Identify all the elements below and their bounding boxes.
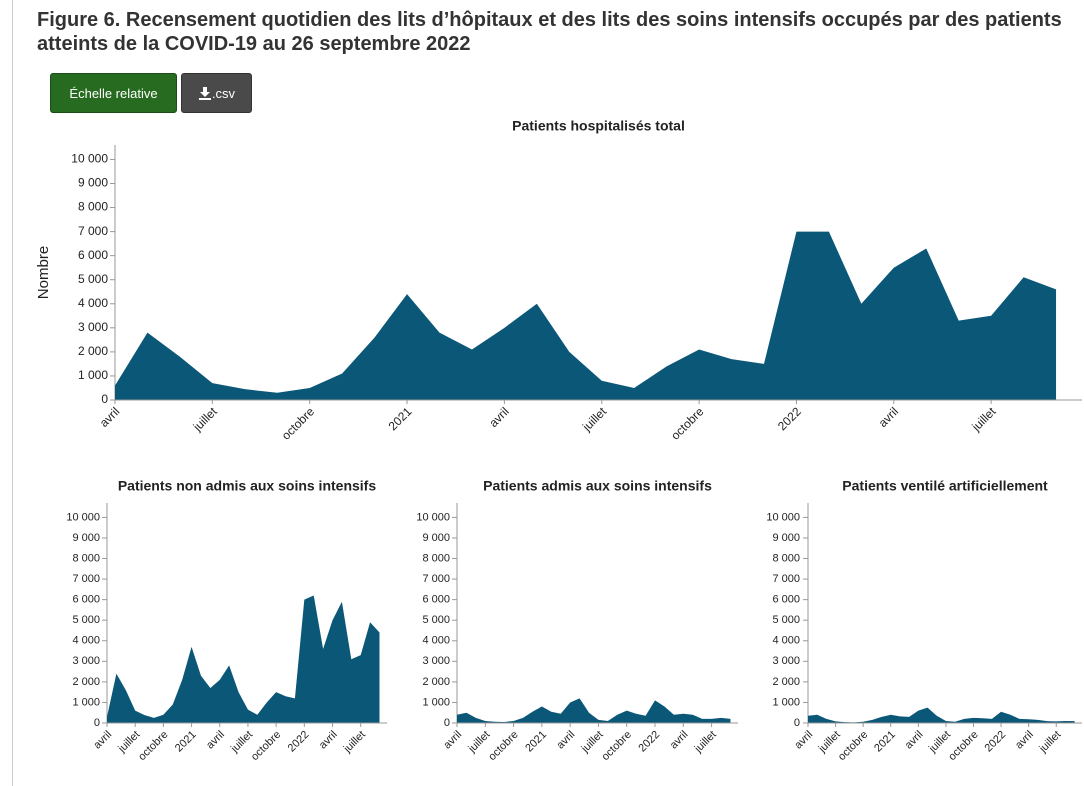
area	[457, 698, 731, 723]
y-tick-label: 8 000	[78, 200, 108, 214]
x-tick-label: octobre	[836, 729, 870, 763]
x-tick-label: octobre	[249, 729, 283, 763]
x-tick-label: octobre	[946, 729, 980, 763]
chart-title: Patients hospitalisés total	[512, 118, 685, 134]
y-tick-label: 2 000	[72, 676, 100, 688]
area	[808, 707, 1075, 723]
csv-label: .csv	[211, 86, 236, 101]
x-tick-label: juillet	[341, 729, 368, 756]
x-tick-label: octobre	[668, 404, 706, 442]
y-tick-label: 5 000	[422, 614, 450, 626]
x-tick-label: octobre	[599, 729, 633, 763]
x-tick-label: avril	[486, 404, 511, 429]
chart-title: Patients admis aux soins intensifs	[483, 478, 712, 494]
y-tick-label: 9 000	[72, 532, 100, 544]
y-tick-label: 0	[794, 717, 800, 729]
y-tick-label: 0	[101, 392, 108, 406]
x-tick-label: octobre	[486, 729, 520, 763]
y-tick-label: 0	[444, 717, 450, 729]
y-tick-label: 10 000	[71, 152, 108, 166]
x-tick-label: juillet	[969, 404, 999, 434]
y-tick-label: 1 000	[72, 696, 100, 708]
y-tick-label: 2 000	[78, 344, 108, 358]
y-tick-label: 6 000	[772, 594, 800, 606]
y-tick-label: 8 000	[72, 552, 100, 564]
y-tick-label: 7 000	[422, 573, 450, 585]
download-icon	[198, 87, 211, 100]
y-tick-label: 3 000	[422, 655, 450, 667]
y-tick-label: 5 000	[72, 614, 100, 626]
y-tick-label: 6 000	[78, 248, 108, 262]
x-tick-label: 2022	[982, 729, 1008, 755]
y-tick-label: 8 000	[772, 552, 800, 564]
x-tick-label: avril	[903, 729, 926, 752]
y-tick-label: 10 000	[66, 511, 100, 523]
x-tick-label: juillet	[579, 404, 609, 434]
x-tick-label: juillet	[190, 404, 220, 434]
x-tick-label: 2022	[286, 729, 312, 755]
x-tick-label: octobre	[279, 404, 317, 442]
x-tick-label: 2021	[523, 729, 549, 755]
relative-scale-button[interactable]: Échelle relative	[50, 73, 177, 113]
x-tick-label: avril	[668, 729, 691, 752]
y-tick-label: 6 000	[422, 594, 450, 606]
x-tick-label: 2022	[775, 404, 804, 433]
csv-button[interactable]: .csv	[181, 73, 252, 113]
y-tick-label: 6 000	[72, 594, 100, 606]
x-tick-label: avril	[555, 729, 578, 752]
y-tick-label: 0	[94, 717, 100, 729]
x-tick-label: avril	[792, 729, 815, 752]
x-tick-label: juillet	[1037, 729, 1064, 756]
area	[107, 595, 380, 723]
y-tick-label: 10 000	[416, 511, 450, 523]
y-tick-label: 8 000	[422, 552, 450, 564]
x-tick-label: avril	[97, 404, 122, 429]
figure-title: Figure 6. Recensement quotidien des lits…	[37, 9, 1062, 55]
x-tick-label: avril	[91, 729, 114, 752]
y-axis-label: Nombre	[35, 246, 52, 299]
y-tick-label: 3 000	[78, 320, 108, 334]
y-tick-label: 10 000	[766, 511, 800, 523]
y-tick-label: 2 000	[422, 676, 450, 688]
x-tick-label: 2021	[173, 729, 199, 755]
x-tick-label: 2021	[386, 404, 415, 433]
chart-title: Patients non admis aux soins intensifs	[118, 478, 376, 494]
y-tick-label: 7 000	[772, 573, 800, 585]
y-tick-label: 7 000	[72, 573, 100, 585]
chart-title: Patients ventilé artificiellement	[842, 478, 1048, 494]
x-tick-label: avril	[1013, 729, 1036, 752]
y-tick-label: 4 000	[772, 635, 800, 647]
y-tick-label: 4 000	[72, 635, 100, 647]
y-tick-label: 5 000	[78, 272, 108, 286]
y-tick-label: 1 000	[78, 368, 108, 382]
y-tick-label: 4 000	[78, 296, 108, 310]
x-tick-label: juillet	[692, 729, 719, 756]
y-tick-label: 7 000	[78, 224, 108, 238]
y-tick-label: 9 000	[422, 532, 450, 544]
y-tick-label: 4 000	[422, 635, 450, 647]
y-tick-label: 5 000	[772, 614, 800, 626]
x-tick-label: octobre	[136, 729, 170, 763]
x-tick-label: avril	[317, 729, 340, 752]
x-tick-label: 2021	[872, 729, 898, 755]
y-tick-label: 2 000	[772, 676, 800, 688]
y-tick-label: 3 000	[772, 655, 800, 667]
area	[115, 231, 1057, 400]
x-tick-label: avril	[876, 404, 901, 429]
y-tick-label: 3 000	[72, 655, 100, 667]
page: Figure 6. Recensement quotidien des lits…	[12, 0, 1084, 786]
y-tick-label: 9 000	[772, 532, 800, 544]
y-tick-label: 1 000	[772, 696, 800, 708]
y-tick-label: 9 000	[78, 176, 108, 190]
x-tick-label: avril	[441, 729, 464, 752]
x-tick-label: avril	[204, 729, 227, 752]
y-tick-label: 1 000	[422, 696, 450, 708]
x-tick-label: 2022	[636, 729, 662, 755]
